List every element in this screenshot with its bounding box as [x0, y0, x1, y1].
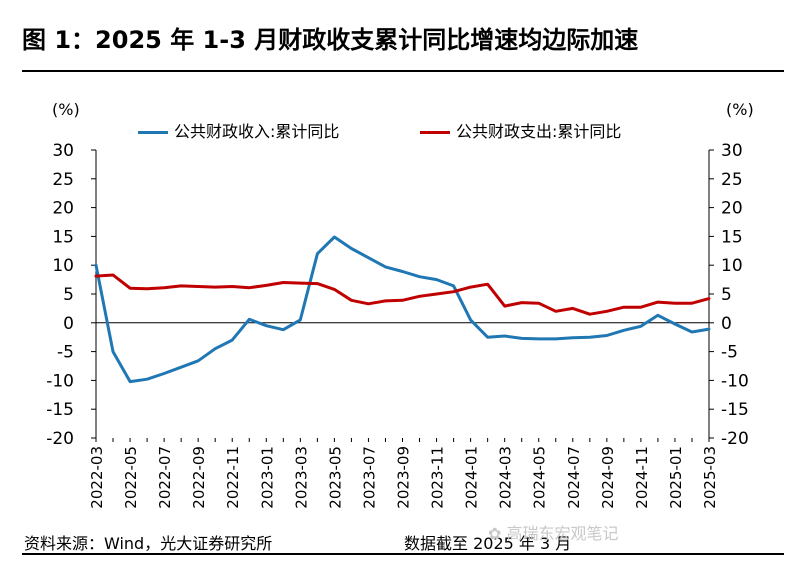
right-y-tick-label: 30: [721, 141, 743, 161]
left-y-tick-label: 0: [63, 314, 74, 334]
right-y-tick-label: -5: [721, 343, 738, 363]
left-y-tick-label: -20: [46, 429, 74, 449]
left-y-tick-label: 10: [52, 256, 74, 276]
x-tick-label: 2025-01: [667, 446, 685, 509]
x-tick-label: 2024-07: [565, 446, 583, 509]
right-y-tick-label: -15: [721, 400, 749, 420]
left-y-tick-label: -10: [46, 371, 74, 391]
x-tick-label: 2025-03: [701, 446, 719, 509]
right-y-tick-label: 10: [721, 256, 743, 276]
x-tick-label: 2023-01: [258, 446, 276, 509]
x-tick-label: 2024-09: [599, 446, 617, 509]
x-tick-label: 2023-09: [395, 446, 413, 509]
left-y-tick-label: -5: [57, 343, 74, 363]
left-axis-unit: (%): [52, 100, 80, 119]
right-y-tick-label: 15: [721, 227, 743, 247]
legend-swatch-revenue: [138, 131, 168, 134]
x-tick-label: 2022-03: [88, 446, 106, 509]
footer-rule: [22, 553, 784, 555]
right-axis-unit: (%): [726, 100, 754, 119]
left-y-tick-label: 30: [52, 141, 74, 161]
legend-item-revenue: 公共财政收入:累计同比: [138, 118, 339, 142]
x-tick-label: 2024-05: [531, 446, 549, 509]
watermark: ✿ 高瑞东宏观笔记: [488, 524, 619, 543]
left-y-tick-label: 25: [52, 170, 74, 190]
right-y-tick-label: -10: [721, 371, 749, 391]
x-tick-label: 2023-07: [360, 446, 378, 509]
legend-label-expenditure: 公共财政支出:累计同比: [456, 122, 622, 141]
left-y-tick-label: 20: [52, 199, 74, 219]
chart-title: 图 1：2025 年 1-3 月财政收支累计同比增速均边际加速: [22, 26, 639, 54]
right-y-tick-label: 20: [721, 199, 743, 219]
right-y-tick-label: -20: [721, 429, 749, 449]
title-rule: [22, 70, 784, 72]
x-tick-label: 2023-11: [429, 446, 447, 509]
left-y-tick-label: -15: [46, 400, 74, 420]
x-tick-label: 2023-03: [292, 446, 310, 509]
right-y-tick-label: 0: [721, 314, 732, 334]
revenue-series-line: [94, 235, 711, 384]
x-tick-label: 2024-11: [633, 446, 651, 509]
x-tick-label: 2022-11: [224, 446, 242, 509]
x-tick-label: 2023-05: [326, 446, 344, 509]
left-y-tick-label: 5: [63, 285, 74, 305]
legend-item-expenditure: 公共财政支出:累计同比: [420, 118, 621, 142]
x-tick-label: 2024-03: [497, 446, 515, 509]
x-tick-label: 2022-07: [156, 446, 174, 509]
left-y-tick-label: 15: [52, 227, 74, 247]
x-tick-label: 2022-09: [190, 446, 208, 509]
x-tick-label: 2022-05: [122, 446, 140, 509]
right-y-tick-label: 25: [721, 170, 743, 190]
date-note: 数据截至 2025 年 3 月: [404, 534, 572, 553]
wechat-icon: ✿: [488, 524, 507, 543]
expenditure-series-line: [94, 273, 711, 316]
right-y-tick-label: 5: [721, 285, 732, 305]
legend-swatch-expenditure: [420, 131, 450, 134]
x-tick-label: 2024-01: [463, 446, 481, 509]
legend-label-revenue: 公共财政收入:累计同比: [174, 122, 340, 141]
source-note: 资料来源：Wind，光大证券研究所: [24, 534, 273, 553]
